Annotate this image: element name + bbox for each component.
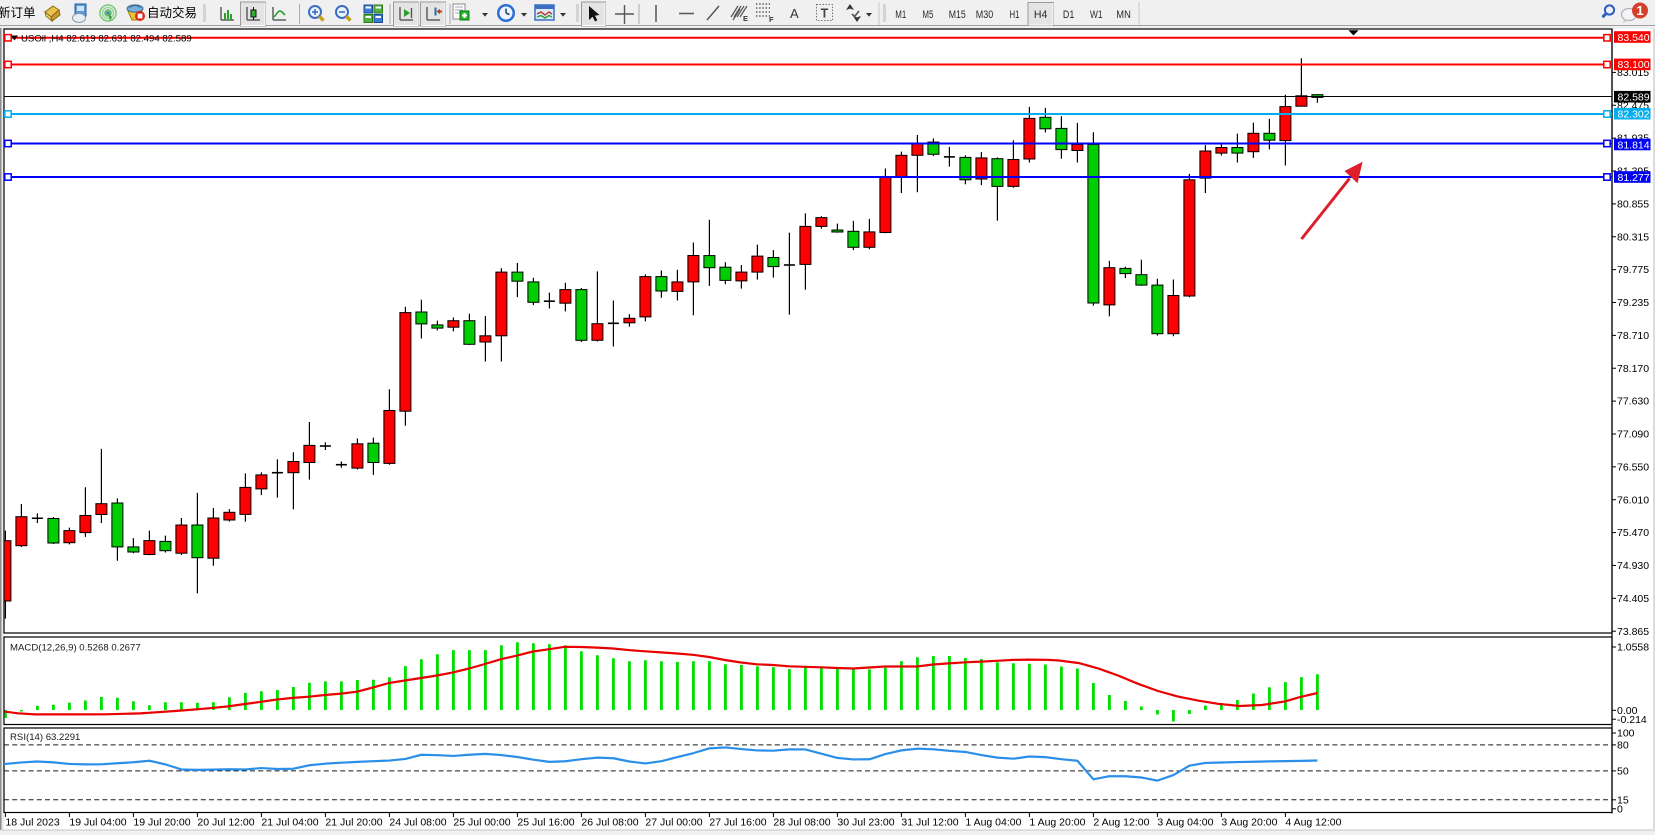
svg-text:19 Jul 04:00: 19 Jul 04:00: [69, 817, 126, 829]
svg-text:H4: H4: [1034, 9, 1048, 21]
svg-text:27 Jul 00:00: 27 Jul 00:00: [645, 817, 702, 829]
svg-text:83.100: 83.100: [1618, 59, 1650, 71]
svg-text:USOil ,H4 82.619 82.631 82.49: USOil ,H4 82.619 82.631 82.494 82.589: [21, 33, 192, 44]
svg-text:W1: W1: [1090, 9, 1103, 21]
svg-text:21 Jul 04:00: 21 Jul 04:00: [261, 817, 318, 829]
svg-text:74.930: 74.930: [1617, 560, 1649, 572]
svg-text:M5: M5: [922, 9, 933, 21]
svg-text:77.090: 77.090: [1617, 429, 1649, 441]
svg-text:73.865: 73.865: [1617, 626, 1649, 638]
svg-text:19 Jul 20:00: 19 Jul 20:00: [133, 817, 190, 829]
svg-text:1 Aug 04:00: 1 Aug 04:00: [965, 817, 1021, 829]
svg-text:A: A: [790, 6, 799, 21]
svg-text:RSI(14) 63.2291: RSI(14) 63.2291: [10, 732, 80, 743]
svg-text:81.277: 81.277: [1618, 172, 1650, 184]
svg-text:D1: D1: [1063, 9, 1075, 21]
svg-text:1: 1: [1636, 3, 1643, 18]
svg-text:78.710: 78.710: [1617, 330, 1649, 342]
svg-text:15: 15: [1617, 794, 1629, 806]
svg-text:79.775: 79.775: [1617, 264, 1649, 276]
svg-text:26 Jul 08:00: 26 Jul 08:00: [581, 817, 638, 829]
svg-text:18 Jul 2023: 18 Jul 2023: [5, 817, 59, 829]
svg-text:2 Aug 12:00: 2 Aug 12:00: [1093, 817, 1149, 829]
svg-text:80.855: 80.855: [1617, 198, 1649, 210]
svg-text:E: E: [743, 14, 748, 23]
svg-text:M1: M1: [895, 9, 906, 21]
svg-text:1 Aug 20:00: 1 Aug 20:00: [1029, 817, 1085, 829]
svg-text:82.302: 82.302: [1618, 109, 1650, 121]
svg-text:100: 100: [1617, 728, 1635, 740]
svg-text:0.00: 0.00: [1617, 705, 1638, 717]
svg-text:79.235: 79.235: [1617, 297, 1649, 309]
svg-text:25 Jul 00:00: 25 Jul 00:00: [453, 817, 510, 829]
svg-text:-0.214: -0.214: [1617, 714, 1647, 726]
svg-text:76.550: 76.550: [1617, 461, 1649, 473]
svg-text:MN: MN: [1116, 9, 1131, 21]
svg-text:82.589: 82.589: [1618, 92, 1650, 104]
svg-text:H1: H1: [1010, 9, 1020, 21]
svg-text:81.814: 81.814: [1618, 139, 1650, 151]
svg-text:80: 80: [1617, 740, 1629, 752]
svg-text:自动交易: 自动交易: [147, 5, 197, 20]
svg-text:83.540: 83.540: [1618, 32, 1650, 44]
svg-text:25 Jul 16:00: 25 Jul 16:00: [517, 817, 574, 829]
svg-text:1.0558: 1.0558: [1617, 642, 1649, 654]
svg-text:31 Jul 12:00: 31 Jul 12:00: [901, 817, 958, 829]
svg-text:75.470: 75.470: [1617, 527, 1649, 539]
svg-text:3 Aug 04:00: 3 Aug 04:00: [1157, 817, 1213, 829]
svg-text:4 Aug 12:00: 4 Aug 12:00: [1285, 817, 1341, 829]
svg-text:F: F: [769, 15, 774, 24]
svg-text:3 Aug 20:00: 3 Aug 20:00: [1221, 817, 1277, 829]
svg-text:30 Jul 23:00: 30 Jul 23:00: [837, 817, 894, 829]
svg-text:28 Jul 08:00: 28 Jul 08:00: [773, 817, 830, 829]
svg-text:27 Jul 16:00: 27 Jul 16:00: [709, 817, 766, 829]
svg-text:新订单: 新订单: [0, 5, 36, 20]
svg-text:M15: M15: [949, 9, 966, 21]
svg-text:78.170: 78.170: [1617, 363, 1649, 375]
svg-text:20 Jul 12:00: 20 Jul 12:00: [197, 817, 254, 829]
svg-text:74.405: 74.405: [1617, 593, 1649, 605]
svg-text:MACD(12,26,9) 0.5268 0.2677: MACD(12,26,9) 0.5268 0.2677: [10, 643, 141, 654]
svg-text:0: 0: [1617, 803, 1623, 815]
svg-text:80.315: 80.315: [1617, 231, 1649, 243]
svg-text:50: 50: [1617, 766, 1629, 778]
svg-text:76.010: 76.010: [1617, 494, 1649, 506]
svg-text:77.630: 77.630: [1617, 396, 1649, 408]
svg-text:24 Jul 08:00: 24 Jul 08:00: [389, 817, 446, 829]
svg-text:21 Jul 20:00: 21 Jul 20:00: [325, 817, 382, 829]
svg-text:T: T: [821, 7, 829, 21]
svg-text:M30: M30: [976, 9, 994, 21]
